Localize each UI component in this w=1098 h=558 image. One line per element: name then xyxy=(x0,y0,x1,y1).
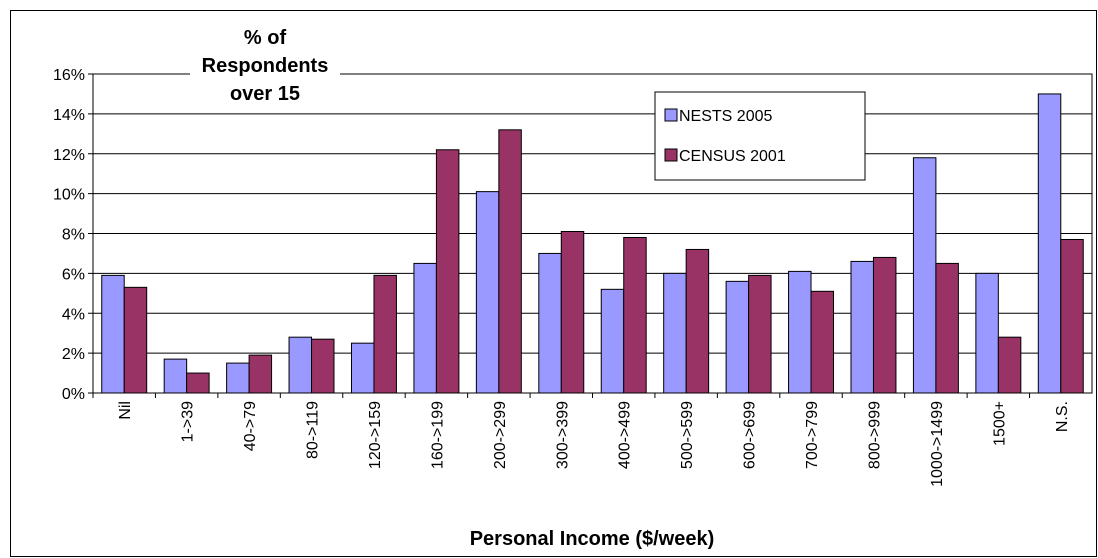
bar xyxy=(498,129,522,394)
bar xyxy=(663,272,687,394)
x-tick-label: 200->299 xyxy=(492,401,509,469)
x-tick-label: N.S. xyxy=(1054,401,1071,432)
x-tick-label: 40->79 xyxy=(242,401,259,451)
x-tick-label: 1->39 xyxy=(180,401,197,442)
bar xyxy=(435,149,460,394)
bar xyxy=(186,372,210,394)
bar xyxy=(748,274,772,394)
x-tick-label: 120->159 xyxy=(367,401,384,469)
x-tick-label: 80->119 xyxy=(305,401,322,459)
bar xyxy=(1060,238,1084,394)
bar xyxy=(248,354,273,394)
y-tick-label: 2% xyxy=(62,346,85,363)
bar xyxy=(850,260,874,394)
x-tick-label: 1000->1499 xyxy=(929,401,946,487)
bar xyxy=(623,236,647,394)
bar xyxy=(101,274,125,394)
x-axis-title: Personal Income ($/week) xyxy=(470,528,715,550)
bar xyxy=(810,290,835,394)
y-tick-label: 10% xyxy=(53,187,85,204)
y-tick-label: 14% xyxy=(53,107,85,124)
x-tick-label: 800->999 xyxy=(866,401,883,469)
bar xyxy=(997,336,1022,394)
legend: NESTS 2005 CENSUS 2001 xyxy=(654,91,866,181)
legend-swatch xyxy=(664,148,678,162)
bar xyxy=(1037,93,1062,394)
bar xyxy=(288,336,313,394)
bar xyxy=(788,270,812,394)
bar xyxy=(538,252,562,394)
y-tick-label: 16% xyxy=(53,67,85,84)
x-tick-label: 300->399 xyxy=(554,401,571,469)
bar xyxy=(413,262,437,394)
bar xyxy=(725,280,750,394)
bar xyxy=(311,338,335,394)
x-tick-label: 700->799 xyxy=(804,401,821,469)
x-tick-label: 600->699 xyxy=(742,401,759,469)
x-tick-label: 160->199 xyxy=(429,401,446,469)
legend-label: CENSUS 2001 xyxy=(679,148,786,165)
bar xyxy=(350,342,375,394)
y-tick-label: 8% xyxy=(62,227,85,244)
bar xyxy=(163,358,188,394)
x-tick-label: 400->499 xyxy=(617,401,634,469)
y-tick-label: 6% xyxy=(62,266,85,283)
bar xyxy=(475,191,500,394)
x-tick-label: 500->599 xyxy=(679,401,696,469)
bar xyxy=(373,274,397,394)
bar xyxy=(872,256,897,394)
x-tick-label: Nil xyxy=(117,401,134,420)
bar xyxy=(935,262,959,394)
legend-frame xyxy=(654,91,866,181)
bar xyxy=(123,286,148,394)
y-tick-label: 12% xyxy=(53,147,85,164)
bar xyxy=(685,248,710,394)
bar xyxy=(600,288,625,394)
y-axis-title: % of Respondents over 15 xyxy=(190,24,340,108)
bar xyxy=(912,157,937,394)
legend-swatch xyxy=(664,108,678,122)
bar xyxy=(226,362,250,394)
legend-label: NESTS 2005 xyxy=(679,108,772,125)
bar xyxy=(975,272,999,394)
bar xyxy=(560,231,585,394)
y-tick-label: 0% xyxy=(62,386,85,403)
y-tick-label: 4% xyxy=(62,306,85,323)
x-tick-label: 1500+ xyxy=(991,401,1008,446)
